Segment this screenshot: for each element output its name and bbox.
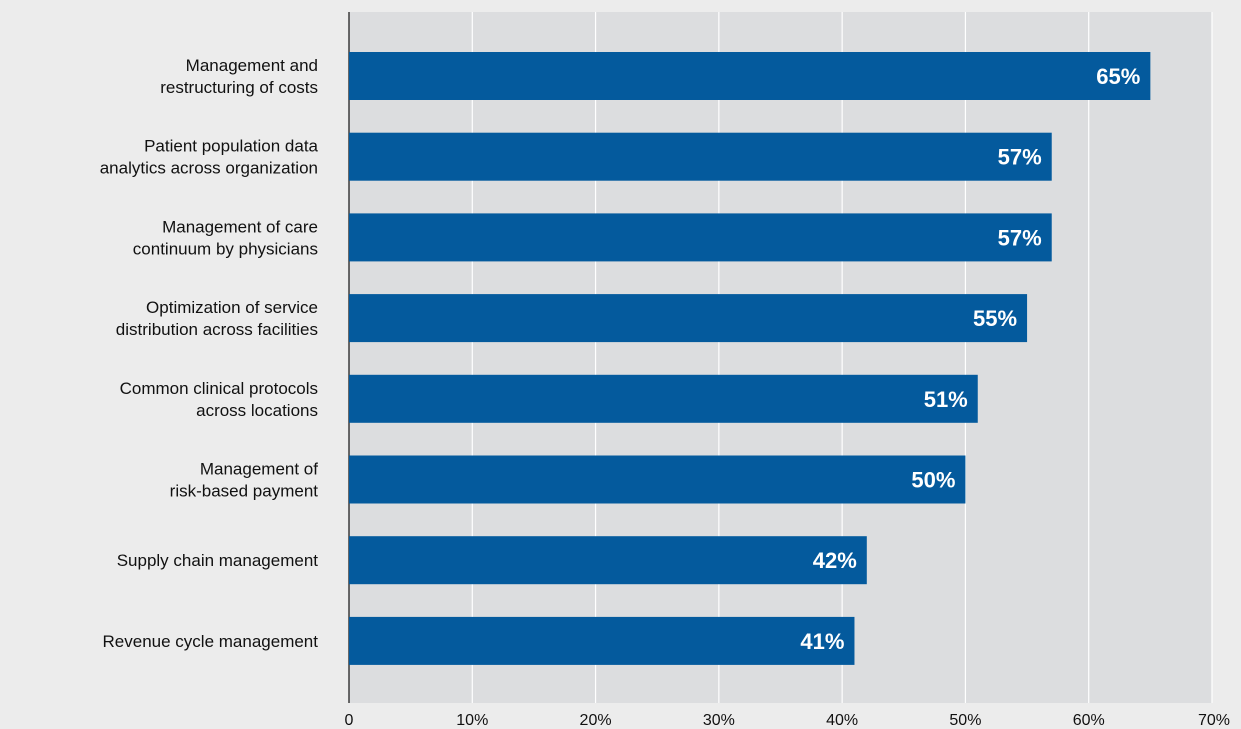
x-tick-label: 0	[345, 712, 354, 729]
category-label: continuum by physicians	[133, 239, 318, 258]
category-label: Supply chain management	[117, 551, 319, 570]
data-label: 41%	[800, 629, 844, 654]
data-label: 57%	[998, 145, 1042, 170]
category-label: Optimization of service	[146, 298, 318, 317]
category-label: restructuring of costs	[160, 78, 318, 97]
bar	[349, 213, 1052, 262]
data-label: 42%	[813, 548, 857, 573]
x-tick-label: 10%	[456, 712, 488, 729]
x-tick-label: 50%	[949, 712, 981, 729]
bar	[349, 294, 1028, 343]
bar	[349, 132, 1052, 181]
category-label: Common clinical protocols	[120, 379, 318, 398]
category-label: analytics across organization	[100, 159, 318, 178]
category-label: Patient population data	[144, 137, 318, 156]
category-label: Management of care	[162, 217, 318, 236]
bar	[349, 374, 978, 423]
bar	[349, 616, 855, 665]
x-tick-label: 70%	[1198, 712, 1230, 729]
category-label: Management and	[186, 56, 318, 75]
bar	[349, 536, 867, 585]
data-label: 51%	[924, 387, 968, 412]
bar	[349, 455, 966, 504]
category-label: Management of	[200, 460, 318, 479]
bar	[349, 52, 1151, 100]
data-label: 65%	[1096, 64, 1140, 89]
x-tick-label: 20%	[580, 712, 612, 729]
x-tick-label: 40%	[826, 712, 858, 729]
x-tick-label: 60%	[1073, 712, 1105, 729]
x-tick-label: 30%	[703, 712, 735, 729]
data-label: 55%	[973, 306, 1017, 331]
data-label: 57%	[998, 225, 1042, 250]
plot-area	[349, 12, 1212, 703]
data-label: 50%	[911, 468, 955, 493]
category-label: distribution across facilities	[116, 320, 318, 339]
category-label: risk-based payment	[170, 482, 319, 501]
category-label: Revenue cycle management	[103, 632, 319, 651]
category-label: across locations	[196, 401, 318, 420]
